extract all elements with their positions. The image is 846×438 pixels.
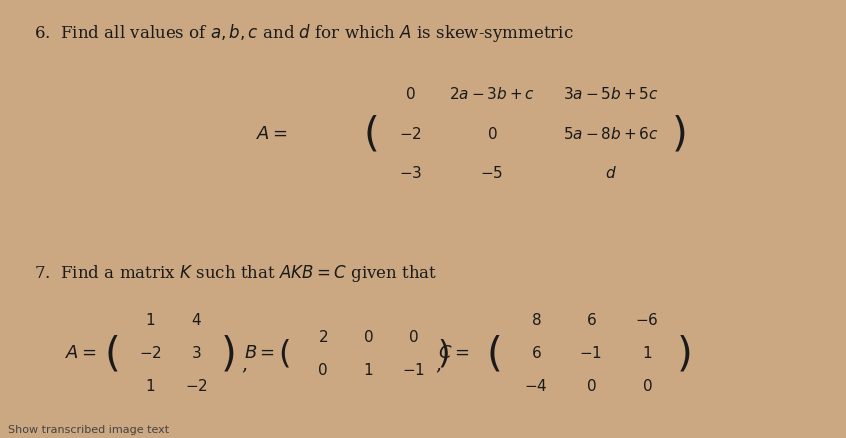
Text: $1$: $1$ <box>642 345 652 360</box>
Text: $6$: $6$ <box>530 345 541 360</box>
Text: Show transcribed image text: Show transcribed image text <box>8 424 169 434</box>
Text: $-3$: $-3$ <box>398 165 422 181</box>
Text: $1$: $1$ <box>363 361 373 377</box>
Text: 6.  Find all values of $a, b, c$ and $d$ for which $A$ is skew-symmetric: 6. Find all values of $a, b, c$ and $d$ … <box>34 22 574 44</box>
Text: $3$: $3$ <box>191 345 202 360</box>
Text: $($: $($ <box>486 332 501 373</box>
Text: $2a-3b+c$: $2a-3b+c$ <box>449 86 535 102</box>
Text: $1$: $1$ <box>145 378 156 393</box>
Text: $8$: $8$ <box>530 312 541 328</box>
Text: $2$: $2$ <box>318 328 327 344</box>
Text: $3a-5b+5c$: $3a-5b+5c$ <box>563 86 658 102</box>
Text: $($: $($ <box>363 113 378 154</box>
Text: $($: $($ <box>278 337 290 368</box>
Text: ,: , <box>241 354 247 373</box>
Text: $0$: $0$ <box>317 361 328 377</box>
Text: $C=$: $C=$ <box>438 343 470 362</box>
Text: $4$: $4$ <box>191 312 202 328</box>
Text: $-5$: $-5$ <box>481 165 503 181</box>
Text: $-1$: $-1$ <box>580 345 602 360</box>
Text: $5a-8b+6c$: $5a-8b+6c$ <box>563 126 658 141</box>
Text: $-1$: $-1$ <box>402 361 425 377</box>
Text: $-6$: $-6$ <box>635 312 659 328</box>
Text: $B=$: $B=$ <box>244 343 275 362</box>
Text: ,: , <box>436 354 442 373</box>
Text: $0$: $0$ <box>585 378 596 393</box>
Text: $-4$: $-4$ <box>525 378 547 393</box>
Text: $0$: $0$ <box>405 86 415 102</box>
Text: $-2$: $-2$ <box>398 126 422 141</box>
Text: $0$: $0$ <box>486 126 497 141</box>
Text: 7.  Find a matrix $K$ such that $AKB=C$ given that: 7. Find a matrix $K$ such that $AKB=C$ g… <box>34 263 437 284</box>
Text: $0$: $0$ <box>363 328 373 344</box>
Text: $-2$: $-2$ <box>185 378 208 393</box>
Text: $6$: $6$ <box>585 312 596 328</box>
Text: $)$: $)$ <box>437 337 449 368</box>
Text: $($: $($ <box>104 332 119 373</box>
Text: $0$: $0$ <box>408 328 419 344</box>
Text: $d$: $d$ <box>605 165 616 181</box>
Text: $)$: $)$ <box>672 113 685 154</box>
Text: $)$: $)$ <box>676 332 689 373</box>
Text: $)$: $)$ <box>220 332 233 373</box>
Text: $-2$: $-2$ <box>139 345 162 360</box>
Text: $0$: $0$ <box>642 378 652 393</box>
Text: $1$: $1$ <box>145 312 156 328</box>
Text: $A=$: $A=$ <box>255 124 288 143</box>
Text: $A=$: $A=$ <box>65 343 97 362</box>
